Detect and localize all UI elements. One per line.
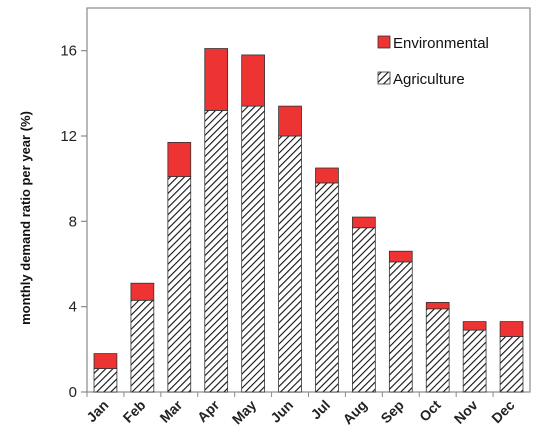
bar-agriculture-sep: [388, 261, 413, 393]
bar-environmental-feb: [130, 282, 155, 301]
bar-environmental-jul: [315, 167, 339, 184]
bar-agriculture-aug: [352, 227, 376, 393]
y-axis-title: monthly demand ratio per year (%): [18, 111, 33, 325]
x-tick-label-apr: Apr: [194, 396, 223, 425]
bar-environmental-may: [241, 54, 265, 107]
legend-swatch-environmental: [377, 35, 391, 49]
bar-agriculture-may: [241, 105, 265, 393]
y-tick-label: 12: [60, 128, 77, 145]
x-tick-label-may: May: [229, 397, 260, 428]
y-tick-label: 4: [69, 299, 77, 316]
legend-swatch-agriculture: [377, 71, 391, 85]
bar-environmental-oct: [425, 301, 450, 310]
bar-agriculture-apr: [204, 110, 229, 393]
x-tick-label-aug: Aug: [339, 397, 370, 428]
y-tick-label: 8: [69, 213, 77, 230]
x-tick-label-dec: Dec: [488, 397, 518, 427]
bar-environmental-nov: [462, 321, 487, 331]
x-tick-label-feb: Feb: [120, 397, 149, 426]
bar-environmental-apr: [204, 48, 229, 111]
x-tick-label-jun: Jun: [267, 397, 296, 426]
x-tick-label-sep: Sep: [377, 397, 406, 426]
bar-agriculture-dec: [499, 336, 524, 393]
bar-environmental-aug: [352, 216, 376, 229]
bar-agriculture-nov: [462, 329, 487, 393]
x-axis: Jan Feb Mar Apr May Jun Jul Aug Sep Oct Nov Dec: [83, 392, 518, 427]
bar-environmental-dec: [499, 321, 524, 337]
y-axis: 0 4 8 12 16: [60, 43, 87, 401]
bar-environmental-sep: [388, 250, 413, 263]
bar-environmental-jan: [93, 353, 118, 369]
x-tick-label-nov: Nov: [451, 397, 481, 427]
x-tick-label-jul: Jul: [307, 397, 333, 423]
y-tick-label: 0: [69, 384, 77, 401]
bars-group: [93, 48, 524, 393]
x-tick-label-mar: Mar: [156, 396, 185, 425]
legend: Environmental Agriculture: [377, 35, 489, 88]
bar-environmental-mar: [167, 141, 192, 177]
bar-agriculture-feb: [130, 299, 155, 393]
bar-agriculture-mar: [167, 176, 192, 393]
x-tick-label-jan: Jan: [83, 397, 111, 425]
bar-agriculture-oct: [425, 308, 450, 393]
bar-agriculture-jul: [315, 182, 339, 393]
y-tick-label: 16: [60, 43, 77, 60]
x-tick-label-oct: Oct: [416, 397, 444, 425]
legend-label-environmental: Environmental: [393, 35, 489, 52]
bar-agriculture-jan: [93, 368, 118, 393]
plot-area: [86, 7, 531, 393]
bar-environmental-jun: [278, 105, 302, 137]
bar-agriculture-jun: [278, 135, 302, 393]
legend-label-agriculture: Agriculture: [393, 71, 465, 88]
